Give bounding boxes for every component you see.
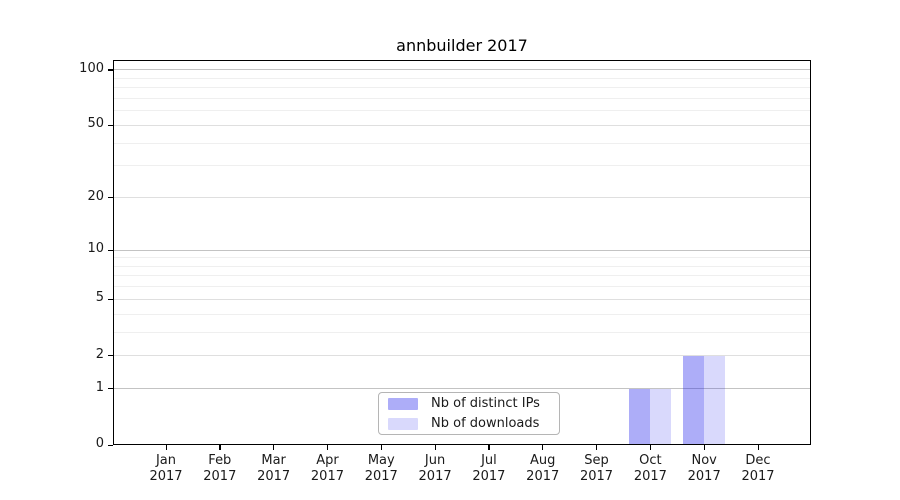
gridline-y-6 [113,286,811,288]
x-tick-jun [434,445,436,450]
x-tick-mar [273,445,275,450]
x-tick-label-apr: Apr 2017 [310,453,344,484]
legend-item-downloads: Nb of downloads [388,416,550,431]
x-tick-label-jan: Jan 2017 [149,453,183,484]
y-tick-label-1: 1 [95,379,104,395]
gridline-y-10 [113,249,811,251]
y-tick-label-0: 0 [95,436,104,451]
plot-area: Nb of distinct IPs Nb of downloads [113,60,811,445]
y-tick-1 [108,388,113,390]
gridline-y-70 [113,97,811,99]
x-tick-label-feb: Feb 2017 [203,453,237,484]
x-tick-oct [649,445,652,450]
x-tick-label-nov: Nov 2017 [687,453,721,484]
x-tick-dec [757,445,759,450]
chart-title: annbuilder 2017 [396,36,528,55]
gridline-y-4 [113,313,811,315]
bar-distinct-ips-oct [629,388,651,445]
legend-swatch-distinct-ips [388,397,418,410]
x-tick-aug [542,445,544,450]
x-tick-jan [165,445,167,450]
gridline-y-60 [113,110,811,112]
x-tick-apr [326,445,329,450]
y-tick-label-2: 2 [95,346,104,362]
gridline-y-20 [113,197,811,198]
legend: Nb of distinct IPs Nb of downloads [378,392,560,435]
gridline-y-5 [113,298,811,300]
legend-label-distinct-ips: Nb of distinct IPs [431,396,540,411]
gridline-y-3 [113,331,811,333]
bar-downloads-oct [650,388,672,445]
gridline-y-100 [113,69,811,71]
gridline-y-40 [113,142,811,144]
x-tick-label-dec: Dec 2017 [741,453,775,484]
legend-swatch-downloads [388,417,418,430]
bar-downloads-nov [704,355,726,445]
x-tick-feb [219,445,221,450]
x-tick-label-sep: Sep 2017 [579,453,614,484]
y-tick-label-5: 5 [95,290,104,306]
x-tick-label-aug: Aug 2017 [526,453,560,484]
gridline-y-80 [113,87,811,89]
y-tick-label-10: 10 [87,241,104,257]
y-tick-label-100: 100 [79,60,104,76]
legend-item-distinct-ips: Nb of distinct IPs [388,396,550,411]
y-tick-10 [108,249,113,251]
x-tick-may [380,445,382,450]
y-tick-0 [108,444,113,446]
y-tick-100 [108,69,113,71]
y-tick-50 [108,124,113,127]
x-tick-sep [596,445,598,450]
x-tick-label-mar: Mar 2017 [257,453,291,484]
y-tick-20 [108,197,113,199]
y-tick-label-20: 20 [87,188,104,204]
x-tick-label-oct: Oct 2017 [633,453,667,484]
gridline-y-50 [113,124,811,126]
x-tick-nov [703,445,705,450]
gridline-y-7 [113,275,811,277]
gridline-y-2 [113,355,811,357]
x-tick-label-jul: Jul 2017 [472,453,506,484]
y-tick-label-50: 50 [87,116,104,132]
gridline-y-30 [113,165,811,167]
y-tick-5 [108,298,113,301]
y-tick-2 [108,355,113,357]
x-tick-label-may: May 2017 [364,453,398,484]
gridline-y-8 [113,265,811,267]
x-tick-jul [488,445,490,450]
gridline-y-9 [113,257,811,259]
gridline-y-1 [113,388,811,390]
legend-label-downloads: Nb of downloads [431,416,540,431]
x-tick-label-jun: Jun 2017 [418,453,452,484]
bar-distinct-ips-nov [683,355,705,445]
gridline-y-90 [113,77,811,79]
